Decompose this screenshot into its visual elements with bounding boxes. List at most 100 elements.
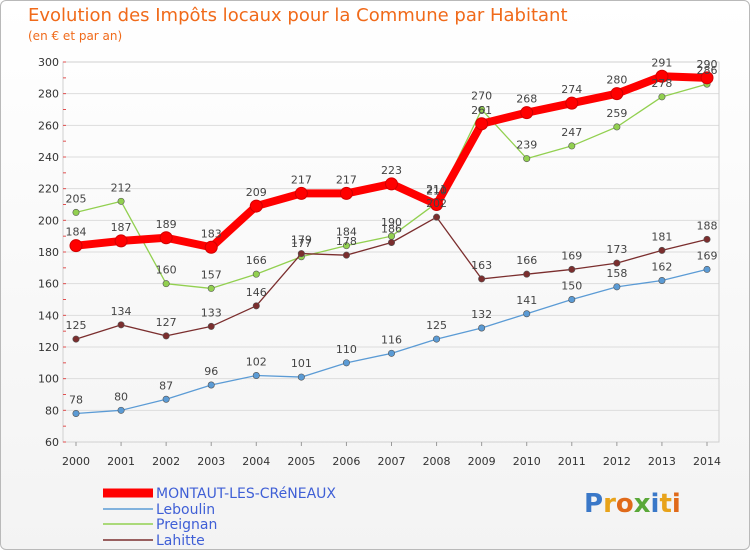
data-label: 212 [111,181,132,194]
data-label: 141 [516,294,537,307]
data-label: 217 [291,173,312,186]
x-tick-label: 2008 [423,455,451,468]
data-point [478,275,486,283]
data-label: 209 [246,186,267,199]
logo-letter: t [659,489,672,519]
data-label: 184 [336,226,357,239]
data-point [162,395,170,403]
data-point [249,199,263,213]
data-point [72,208,80,216]
legend-label: Leboulin [156,502,215,518]
proxiti-logo: Proxiti [584,489,681,519]
grid-lines [63,61,719,443]
data-point [523,270,531,278]
data-label: 78 [69,394,83,407]
data-label: 190 [381,216,402,229]
data-label: 177 [291,237,312,250]
y-tick-label: 240 [38,151,59,164]
data-point [658,246,666,254]
x-tick-label: 2014 [693,455,721,468]
logo-letter: r [603,489,616,519]
y-tick-label: 300 [38,56,59,69]
data-point [117,197,125,205]
logo-letter: x [633,489,651,519]
y-tick-label: 80 [45,404,59,417]
x-tick-label: 2006 [332,455,360,468]
data-point [162,280,170,288]
data-point [703,265,711,273]
data-labels: 184 187 189 183 209 217 217 223 210 261 268 274 280 2… [66,56,718,406]
data-label: 127 [156,316,177,329]
data-label: 181 [651,230,672,243]
x-tick-label: 2009 [468,455,496,468]
legend-label: MONTAUT-LES-CRéNEAUX [156,486,336,502]
axes [62,61,720,446]
data-label: 166 [516,254,537,267]
data-label: 166 [246,254,267,267]
data-point [117,406,125,414]
x-tick-label: 2011 [558,455,586,468]
data-point [568,142,576,150]
data-point [520,106,534,120]
data-label: 202 [426,197,447,210]
data-label: 133 [201,306,222,319]
data-label: 184 [66,226,87,239]
data-point [658,93,666,101]
y-tick-label: 200 [38,214,59,227]
data-point [342,251,350,259]
data-label: 96 [204,365,218,378]
data-label: 274 [561,83,582,96]
data-point [162,332,170,340]
data-label: 259 [606,107,627,120]
data-label: 187 [111,221,132,234]
data-label: 169 [697,249,718,262]
data-point [565,96,579,110]
x-tick-label: 2001 [107,455,135,468]
data-point [658,276,666,284]
data-label: 160 [156,264,177,277]
data-point [207,381,215,389]
y-tick-labels: 60 80 100 120 140 160 180 200 220 240 260 280 300 [38,56,59,449]
data-label: 134 [111,305,132,318]
data-label: 223 [381,164,402,177]
data-label: 186 [381,223,402,236]
data-label: 125 [426,319,447,332]
data-label: 150 [561,280,582,293]
y-tick-label: 140 [38,309,59,322]
data-label: 268 [516,93,537,106]
y-tick-label: 60 [45,436,59,449]
data-label: 173 [606,243,627,256]
data-label: 146 [246,286,267,299]
data-label: 217 [336,173,357,186]
data-point [297,250,305,258]
legend-label: Preignan [156,517,217,533]
legend-label: Lahitte [156,533,205,549]
data-point [252,302,260,310]
data-point [204,240,218,254]
data-label: 291 [651,56,672,69]
data-point [613,259,621,267]
data-label: 290 [697,58,718,71]
data-label: 110 [336,343,357,356]
data-point [385,177,398,191]
data-label: 278 [651,77,672,90]
chart-subtitle: (en € et par an) [28,29,123,43]
x-tick-label: 2004 [242,455,270,468]
y-tick-label: 260 [38,119,59,132]
data-label: 211 [426,183,447,196]
data-point [703,235,711,243]
data-point [252,371,260,379]
data-label: 102 [246,356,267,369]
x-tick-label: 2013 [648,455,676,468]
legend: MONTAUT-LES-CRéNEAUXLeboulinPreignanLahi… [103,486,336,549]
data-point [342,242,350,250]
logo-letter: i [671,489,681,519]
data-label: 125 [66,319,87,332]
data-point [387,349,395,357]
data-point [523,155,531,163]
data-label: 116 [381,333,402,346]
x-tick-label: 2003 [197,455,225,468]
y-tick-label: 220 [38,183,59,196]
